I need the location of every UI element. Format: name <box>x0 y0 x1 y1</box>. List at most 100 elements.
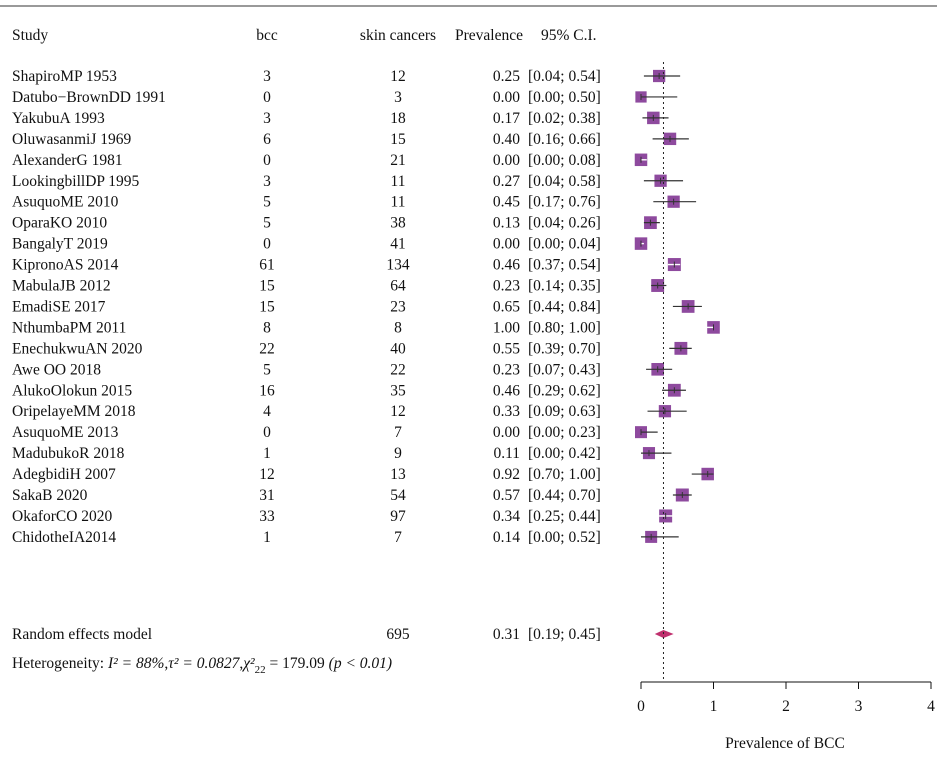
study-row: ChidotheIA2014 1 7 0.14 [0.00; 0.52] <box>12 529 679 546</box>
prevalence-value: 0.11 <box>493 445 520 462</box>
study-name: Datubo−BrownDD 1991 <box>12 89 166 106</box>
ci-value: [0.80; 1.00] <box>528 319 601 336</box>
study-name: ChidotheIA2014 <box>12 529 116 546</box>
prevalence-value: 0.45 <box>493 194 520 211</box>
bcc-count: 22 <box>259 340 275 357</box>
total-count: 13 <box>390 466 406 483</box>
total-count: 23 <box>390 298 406 315</box>
bcc-count: 3 <box>263 173 271 190</box>
study-row: OkaforCO 2020 33 97 0.34 [0.25; 0.44] <box>12 508 673 525</box>
ci-value: [0.00; 0.23] <box>528 424 601 441</box>
bcc-count: 5 <box>263 361 271 378</box>
bcc-count: 0 <box>263 152 271 169</box>
ci-value: [0.04; 0.54] <box>528 68 601 85</box>
ci-value: [0.44; 0.70] <box>528 487 601 504</box>
study-name: AsuquoME 2013 <box>12 424 119 441</box>
total-count: 38 <box>390 215 406 232</box>
study-name: LookingbillDP 1995 <box>12 173 140 190</box>
study-row: MabulaJB 2012 15 64 0.23 [0.14; 0.35] <box>12 278 667 295</box>
bcc-count: 8 <box>263 319 271 336</box>
study-name: MabulaJB 2012 <box>12 278 111 295</box>
prevalence-value: 0.92 <box>493 466 520 483</box>
study-row: OparaKO 2010 5 38 0.13 [0.04; 0.26] <box>12 215 660 232</box>
prevalence-value: 0.23 <box>493 361 520 378</box>
pooled-ci: [0.19; 0.45] <box>528 626 601 643</box>
header-ci: 95% C.I. <box>541 27 597 44</box>
study-row: AsuquoME 2013 0 7 0.00 [0.00; 0.23] <box>12 424 658 441</box>
total-count: 21 <box>390 152 406 169</box>
header-prevalence: Prevalence <box>455 27 523 44</box>
bcc-count: 33 <box>259 508 275 525</box>
ci-value: [0.00; 0.04] <box>528 236 601 253</box>
bcc-count: 4 <box>263 403 271 420</box>
total-count: 11 <box>391 194 406 211</box>
prevalence-value: 0.00 <box>493 424 520 441</box>
prevalence-value: 0.46 <box>493 257 520 274</box>
prevalence-value: 0.17 <box>493 110 520 127</box>
total-count: 18 <box>390 110 406 127</box>
prevalence-value: 0.14 <box>493 529 520 546</box>
study-row: AlexanderG 1981 0 21 0.00 [0.00; 0.08] <box>12 152 648 169</box>
bcc-count: 0 <box>263 236 271 253</box>
ci-value: [0.17; 0.76] <box>528 194 601 211</box>
study-name: MadubukoR 2018 <box>12 445 125 462</box>
total-count: 35 <box>390 382 406 399</box>
study-row: Datubo−BrownDD 1991 0 3 0.00 [0.00; 0.50] <box>12 89 678 106</box>
study-row: AlukoOlokun 2015 16 35 0.46 [0.29; 0.62] <box>12 382 686 399</box>
study-row: LookingbillDP 1995 3 11 0.27 [0.04; 0.58] <box>12 173 684 190</box>
x-tick-label: 2 <box>782 698 790 715</box>
total-count: 15 <box>390 131 406 148</box>
study-row: Awe OO 2018 5 22 0.23 [0.07; 0.43] <box>12 361 673 378</box>
study-row: YakubuA 1993 3 18 0.17 [0.02; 0.38] <box>12 110 669 127</box>
x-tick-label: 1 <box>710 698 718 715</box>
prevalence-value: 0.55 <box>493 340 520 357</box>
pooled-prevalence: 0.31 <box>493 626 520 643</box>
header-study: Study <box>12 27 48 44</box>
total-count: 54 <box>390 487 406 504</box>
bcc-count: 61 <box>259 257 275 274</box>
x-tick-label: 3 <box>855 698 863 715</box>
study-row: SakaB 2020 31 54 0.57 [0.44; 0.70] <box>12 487 692 504</box>
total-count: 7 <box>394 529 402 546</box>
bcc-count: 3 <box>263 68 271 85</box>
pooled-label: Random effects model <box>12 626 152 643</box>
study-row: AdegbidiH 2007 12 13 0.92 [0.70; 1.00] <box>12 466 714 483</box>
study-row: EnechukwuAN 2020 22 40 0.55 [0.39; 0.70] <box>12 340 692 357</box>
heterogeneity-label: Heterogeneity: I² = 88%,τ² = 0.0827,χ²22… <box>12 655 392 676</box>
total-count: 40 <box>390 340 406 357</box>
pooled-diamond <box>654 630 674 638</box>
bcc-count: 16 <box>259 382 275 399</box>
prevalence-value: 0.00 <box>493 152 520 169</box>
study-row: BangalyT 2019 0 41 0.00 [0.00; 0.04] <box>12 236 648 253</box>
bcc-count: 15 <box>259 298 275 315</box>
prevalence-value: 0.46 <box>493 382 520 399</box>
bcc-count: 6 <box>263 131 271 148</box>
header-bcc: bcc <box>256 27 278 44</box>
ci-value: [0.14; 0.35] <box>528 278 601 295</box>
study-name: OparaKO 2010 <box>12 215 107 232</box>
study-row: NthumbaPM 2011 8 8 1.00 [0.80; 1.00] <box>12 319 720 336</box>
bcc-count: 15 <box>259 278 275 295</box>
prevalence-value: 0.25 <box>493 68 520 85</box>
total-count: 12 <box>390 403 406 420</box>
bcc-count: 0 <box>263 89 271 106</box>
ci-value: [0.00; 0.08] <box>528 152 601 169</box>
ci-value: [0.02; 0.38] <box>528 110 601 127</box>
pooled-total: 695 <box>386 626 410 643</box>
ci-value: [0.04; 0.58] <box>528 173 601 190</box>
study-name: AsuquoME 2010 <box>12 194 119 211</box>
bcc-count: 12 <box>259 466 275 483</box>
total-count: 3 <box>394 89 402 106</box>
ci-value: [0.70; 1.00] <box>528 466 601 483</box>
ci-value: [0.07; 0.43] <box>528 361 601 378</box>
x-axis-label: Prevalence of BCC <box>725 735 845 752</box>
study-name: OkaforCO 2020 <box>12 508 113 525</box>
study-name: SakaB 2020 <box>12 487 88 504</box>
study-row: OripelayeMM 2018 4 12 0.33 [0.09; 0.63] <box>12 403 687 420</box>
pooled-row: Random effects model 695 0.31 [0.19; 0.45] <box>12 626 674 643</box>
study-name: YakubuA 1993 <box>12 110 105 127</box>
total-count: 64 <box>390 278 406 295</box>
prevalence-value: 0.27 <box>493 173 520 190</box>
study-row: OluwasanmiJ 1969 6 15 0.40 [0.16; 0.66] <box>12 131 689 148</box>
